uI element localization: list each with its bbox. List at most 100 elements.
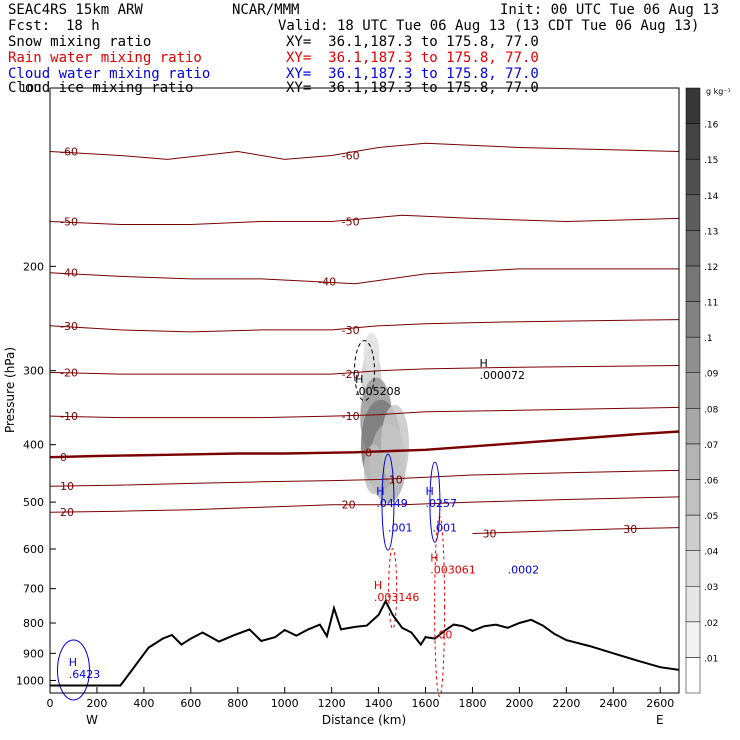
hydrometeor-shading (360, 332, 410, 504)
extremum-value: .6423 (69, 668, 101, 681)
colorbar-swatch (685, 123, 701, 160)
colorbar-swatch (685, 372, 701, 409)
field-xy-rain: XY= 36.1,187.3 to 175.8, 77.0 (286, 50, 539, 66)
y-tick-label: 600 (23, 543, 44, 556)
field-name-rain: Rain water mixing ratio (8, 50, 202, 66)
terrain-profile (50, 599, 680, 687)
colorbar-label: .08 (704, 405, 719, 415)
extremum-mark: H (480, 357, 488, 370)
contour-label: -10 (342, 410, 360, 423)
colorbar-label: .16 (704, 121, 719, 131)
x-tick-label: 200 (86, 697, 107, 710)
colorbar-label: .01 (704, 654, 718, 664)
colorbar-label: .02 (704, 619, 718, 629)
y-tick-label: 700 (23, 583, 44, 596)
field-xy-cloudwater: XY= 36.1,187.3 to 175.8, 77.0 (286, 66, 539, 82)
colorbar-label: .04 (704, 548, 719, 558)
init-label: Init: 00 UTC Tue 06 Aug 13 (500, 2, 720, 18)
y-axis-label: Pressure (hPa) (3, 347, 17, 433)
colorbar-swatch (685, 336, 701, 373)
west-label: W (86, 713, 98, 727)
x-tick-label: 600 (180, 697, 201, 710)
x-tick-label: 400 (133, 697, 154, 710)
colorbar-swatch (685, 443, 701, 480)
y-tick-label: 900 (23, 647, 44, 660)
org-label: NCAR/MMM (232, 2, 300, 18)
colorbar-swatch (685, 550, 701, 587)
extremum-mark: H (355, 373, 363, 386)
plot-frame (49, 87, 680, 694)
extremum-value: .0257 (426, 497, 458, 510)
colorbar-swatch (685, 585, 701, 623)
x-tick-label: 2000 (505, 697, 533, 710)
extremum-value: .0449 (376, 497, 408, 510)
contour-label: 0 (60, 451, 67, 464)
x-tick-label: 1400 (365, 697, 393, 710)
terrain-line (50, 599, 680, 687)
fcst-value: 18 h (66, 18, 100, 34)
temperature-contour (49, 406, 680, 419)
valid-label: Valid: 18 UTC Tue 06 Aug 13 (13 CDT Tue … (278, 18, 700, 34)
contour-label: 20 (60, 506, 74, 519)
contour-label: -10 (60, 410, 78, 423)
contour-label: -60 (342, 150, 360, 163)
temperature-contour (49, 365, 680, 375)
shading-blob (381, 404, 410, 485)
shading-blob (363, 444, 384, 495)
temperature-contour (49, 319, 680, 333)
colorbar-swatch (685, 657, 701, 694)
contour-label: -20 (60, 366, 78, 379)
temperature-contour (49, 469, 680, 487)
y-tick-label: 500 (23, 496, 44, 509)
x-tick-label: 1000 (271, 697, 299, 710)
mixing-contour (434, 515, 446, 697)
temperature-contour (49, 214, 680, 225)
colorbar: .01 .02 .03 .04 .05 .06 .07 .08 .09 .1 .11 .12 .13 .1… (685, 87, 719, 694)
contour-label: -30 (342, 324, 360, 337)
extremum-value: .005208 (355, 385, 401, 398)
extremum-value: .003146 (374, 591, 420, 604)
mixing-contour (56, 639, 90, 701)
extremum-value: .00 (435, 629, 453, 642)
contour-label: 20 (342, 499, 356, 512)
y-top-tick-label: 100 (20, 82, 41, 95)
x-tick-label: 1800 (458, 697, 486, 710)
x-axis-label: Distance (km) (322, 713, 406, 727)
mixing-ratio-contours (56, 340, 446, 701)
colorbar-label: .11 (704, 299, 718, 309)
x-tick-label: 1200 (318, 697, 346, 710)
extremum-mark: H (376, 485, 384, 498)
y-tick-label: 1000 (16, 674, 44, 687)
x-tick-label: 0 (47, 697, 54, 710)
contour-label: -30 (60, 320, 78, 333)
mixing-contour (388, 548, 398, 630)
mixing-contour (354, 340, 375, 402)
extremum-value: .001 (388, 521, 413, 534)
colorbar-swatch (685, 408, 701, 445)
extremum-mark: H (69, 656, 77, 669)
colorbar-label: .05 (704, 512, 718, 522)
contour-label: -40 (60, 267, 78, 280)
colorbar-label: .12 (704, 263, 718, 273)
axes: 0 200 400 600 800 1000 1200 1400 1600 1800 2000 220… (16, 260, 674, 710)
mixing-contour (429, 461, 441, 543)
colorbar-label: .07 (704, 441, 718, 451)
extremum-value: .003061 (430, 564, 476, 577)
colorbar-label: .13 (704, 227, 718, 237)
temperature-contour (49, 268, 679, 285)
colorbar-swatch (685, 621, 701, 658)
contour-label: 10 (389, 474, 403, 487)
model-title: SEAC4RS 15km ARW (8, 2, 143, 18)
shading-blob (363, 332, 380, 373)
fcst-label: Fcst: (8, 18, 51, 34)
contour-label: 10 (60, 480, 74, 493)
colorbar-swatch (685, 230, 701, 267)
y-tick-label: 800 (23, 617, 44, 630)
contour-label: -50 (342, 215, 360, 228)
y-tick-label: 400 (23, 439, 44, 452)
colorbar-label: .14 (704, 192, 719, 202)
extremum-value: .0002 (508, 564, 540, 577)
contour-label: -50 (60, 215, 78, 228)
colorbar-swatch (685, 265, 701, 302)
